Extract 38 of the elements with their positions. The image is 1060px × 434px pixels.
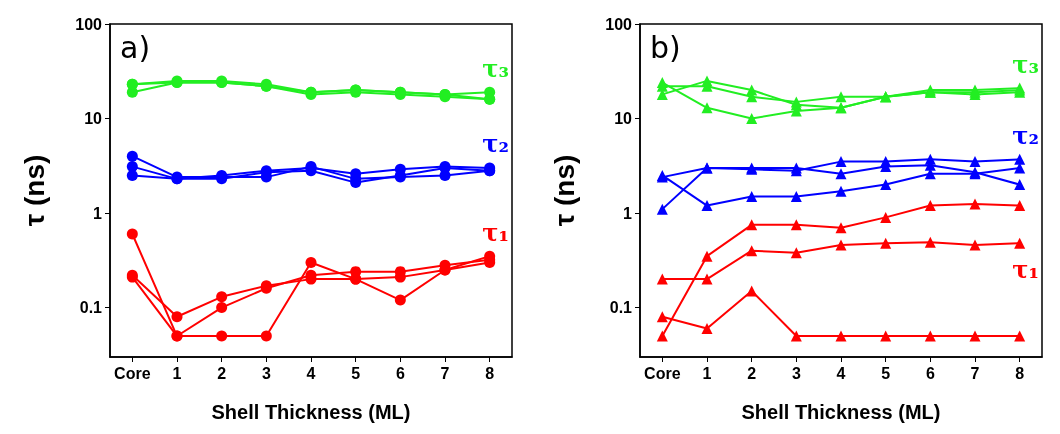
y-tick-label: 1 — [623, 204, 633, 222]
x-tick-label: 7 — [970, 364, 980, 382]
annotation: τ₁ — [1012, 254, 1039, 284]
x-tick-label: 4 — [306, 364, 316, 382]
x-tick-label: 8 — [1015, 364, 1025, 382]
annotation: a) — [120, 29, 151, 65]
x-tick-label: 5 — [881, 364, 891, 382]
x-tick-label: Core — [644, 364, 681, 382]
annotation: τ₃ — [482, 53, 509, 83]
y-tick-label: 1 — [93, 204, 103, 222]
y-tick-label: 0.1 — [79, 299, 103, 317]
x-axis-title: Shell Thickness (ML) — [211, 401, 411, 423]
y-axis-title: τ (ns) — [18, 154, 50, 227]
annotation: τ₃ — [1012, 49, 1039, 79]
annotation: τ₂ — [1012, 120, 1039, 150]
annotation: b) — [650, 29, 681, 65]
x-tick-label: 7 — [440, 364, 450, 382]
x-tick-label: 1 — [172, 364, 182, 382]
annotation: τ₂ — [482, 129, 509, 159]
x-tick-label: 3 — [261, 364, 271, 382]
y-tick-label: 10 — [84, 110, 103, 128]
x-tick-label: Core — [114, 364, 151, 382]
x-tick-label: 5 — [351, 364, 361, 382]
x-axis-title: Shell Thickness (ML) — [741, 401, 941, 423]
y-tick-label: 0.1 — [609, 299, 633, 317]
x-tick-label: 8 — [485, 364, 495, 382]
x-tick-label: 6 — [925, 364, 935, 382]
x-tick-label: 4 — [836, 364, 846, 382]
y-axis-title: τ (ns) — [548, 154, 580, 227]
x-tick-label: 3 — [791, 364, 801, 382]
x-tick-label: 6 — [395, 364, 405, 382]
y-tick-label: 100 — [605, 15, 633, 33]
x-tick-label: 2 — [747, 364, 757, 382]
x-tick-label: 1 — [702, 364, 712, 382]
x-tick-label: 2 — [217, 364, 227, 382]
y-tick-label: 100 — [75, 15, 103, 33]
annotation: τ₁ — [482, 217, 509, 247]
y-tick-label: 10 — [614, 110, 633, 128]
